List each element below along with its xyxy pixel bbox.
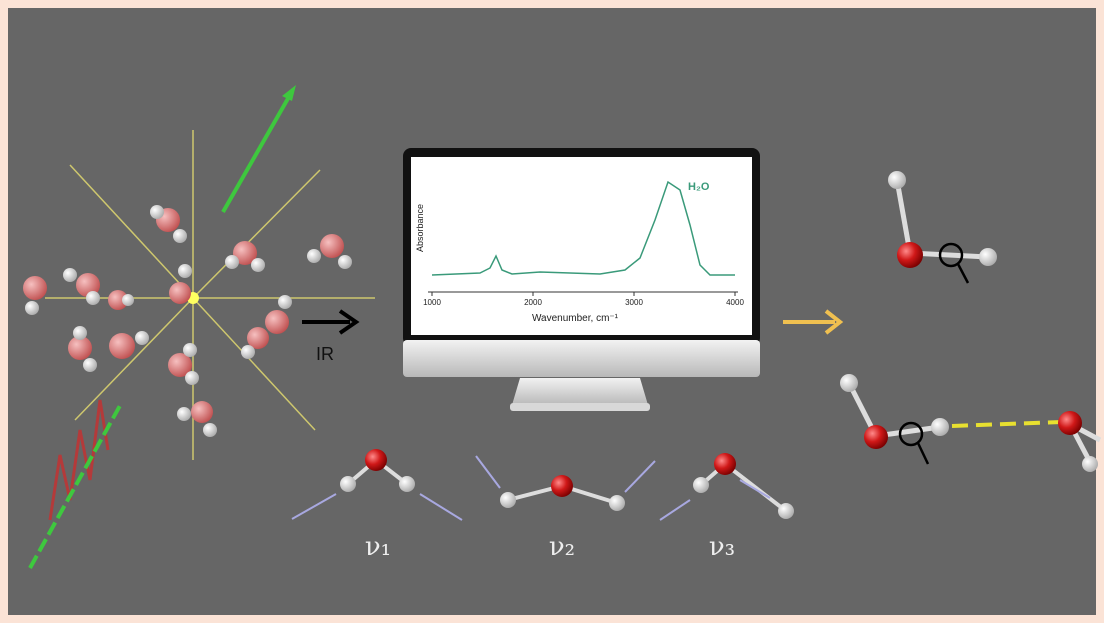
mode-label: ν₃	[709, 532, 735, 562]
mode-label: ν₁	[365, 532, 391, 562]
ir-label: IR	[316, 344, 334, 364]
monitor: Absorbance Wavenumber, cm⁻¹ H₂O 1000 2000…	[403, 148, 760, 411]
x-axis-label: Wavenumber, cm⁻¹	[532, 313, 619, 324]
tick-label: 1000	[423, 298, 441, 307]
page: IR Absorbance Wavenumber, cm⁻¹ H₂O 1000 2…	[0, 0, 1104, 623]
y-axis-label: Absorbance	[415, 204, 425, 252]
tick-label: 2000	[524, 298, 542, 307]
mode-label: ν₂	[549, 532, 575, 562]
tick-label: 4000	[726, 298, 744, 307]
illustration: IR Absorbance Wavenumber, cm⁻¹ H₂O 1000 2…	[0, 0, 1104, 623]
tick-label: 3000	[625, 298, 643, 307]
peak-label: H₂O	[688, 181, 710, 193]
